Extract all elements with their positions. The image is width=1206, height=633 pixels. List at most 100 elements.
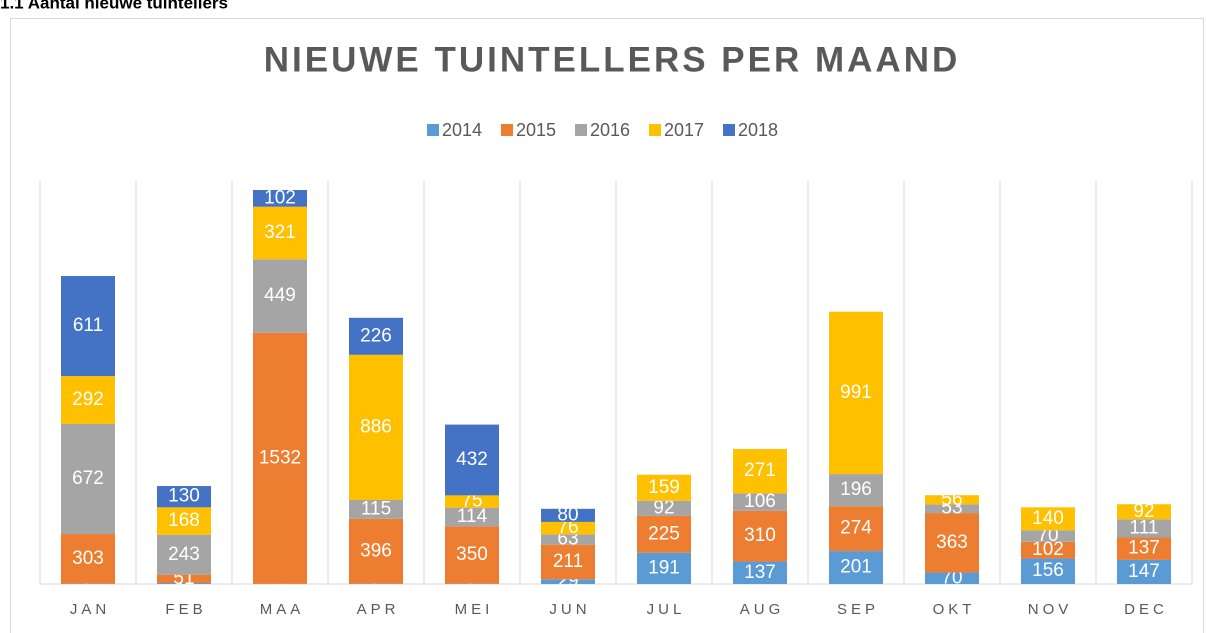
legend-label: 2018 [738,120,778,140]
data-label: 886 [360,416,392,437]
bar-segment [541,534,595,545]
bar-segment [253,190,307,207]
data-label: 80 [557,504,578,525]
heading: 1.1 Aantal nieuwe tuintellers [0,0,228,12]
data-label: 991 [840,382,872,403]
x-tick-label: FEB [165,601,206,618]
data-label: 226 [360,325,392,346]
bar-segment [445,424,499,496]
data-label: 271 [744,460,776,481]
x-tick-label: MEI [455,601,494,618]
bar-segment [637,500,691,516]
bar-segment [445,495,499,508]
bar-segment [829,506,883,552]
bar-segment [1117,537,1171,560]
data-label: 274 [840,518,872,539]
bar-segment [1021,558,1075,584]
data-label: 196 [840,479,872,500]
x-tick-label: MAA [260,601,305,618]
x-tick-label: JUL [647,601,686,618]
legend-label: 2016 [590,120,630,140]
x-tick-label: JUN [549,601,590,618]
bar-segment [541,544,595,580]
data-label: 106 [744,491,776,512]
bar-segment [829,551,883,584]
bar-segment [349,317,403,355]
data-label: 201 [840,557,872,578]
bar-segment [157,507,211,535]
x-tick-label: AUG [740,601,785,618]
legend-swatch [723,124,735,136]
bar-segment [253,259,307,333]
data-label: 114 [457,506,488,527]
x-tick-label: NOV [1028,601,1073,618]
legend: 2014 2015 2016 2017 2018 [427,120,778,140]
data-label: 303 [72,548,104,569]
x-tick-label: APR [357,601,400,618]
data-label: 75 [461,491,482,512]
data-label: 191 [648,557,680,578]
bar-segment [253,206,307,260]
data-label: 130 [168,486,200,507]
data-label: 292 [72,389,104,410]
bar-segment [349,499,403,519]
data-label: 137 [744,562,776,583]
bar-segment [733,493,787,511]
bar-segment [1021,507,1075,531]
bar-segment [829,311,883,475]
data-label: 432 [456,449,488,470]
data-label: 102 [264,187,296,208]
data-label: 76 [557,517,578,538]
x-tick-label: DEC [1124,601,1168,618]
data-label: 56 [941,489,962,510]
data-label: 1532 [259,447,301,468]
bar-segment [637,552,691,584]
legend-label: 2015 [516,120,556,140]
data-label: 449 [264,285,296,306]
bar-segment [637,474,691,501]
data-label: 211 [553,551,583,572]
data-label: 111 [1130,517,1159,538]
data-label: 321 [264,222,296,243]
bar-segment [637,515,691,553]
data-label: 611 [73,315,103,336]
bar-segment [157,583,211,584]
bar-segment [61,376,115,424]
bar-segment [1021,541,1075,559]
bar-segment [349,354,403,500]
bar-segment [541,521,595,535]
chart-title: NIEUWE TUINTELLERS PER MAAND [264,40,961,79]
legend-swatch [427,124,439,136]
data-label: 672 [72,468,104,489]
data-label: 350 [456,544,488,565]
data-label: 243 [168,544,200,565]
bar-segment [925,504,979,514]
legend-swatch [575,124,587,136]
bar-segment [253,332,307,584]
bar-segment [541,508,595,522]
data-label: 102 [1032,539,1064,560]
legend-swatch [501,124,513,136]
legend-swatch [649,124,661,136]
bar-segment [61,423,115,535]
bar-segment [349,518,403,584]
data-label: 363 [936,532,968,553]
bar-segment [1117,559,1171,584]
x-tick-label: JAN [70,601,110,618]
data-label: 115 [361,498,391,519]
legend-label: 2017 [664,120,704,140]
bar-segment [157,486,211,508]
data-label: 92 [653,497,674,518]
bar-segment [61,276,115,377]
legend-label: 2014 [442,120,482,140]
bar-segment [1021,530,1075,542]
bar-segment [925,572,979,584]
bar-segment [541,579,595,584]
bar-segment [829,474,883,507]
data-label: 147 [1128,561,1160,582]
data-label: 168 [168,510,200,531]
bar-segment [733,561,787,584]
data-label: 140 [1032,508,1064,529]
data-label: 396 [360,540,392,561]
